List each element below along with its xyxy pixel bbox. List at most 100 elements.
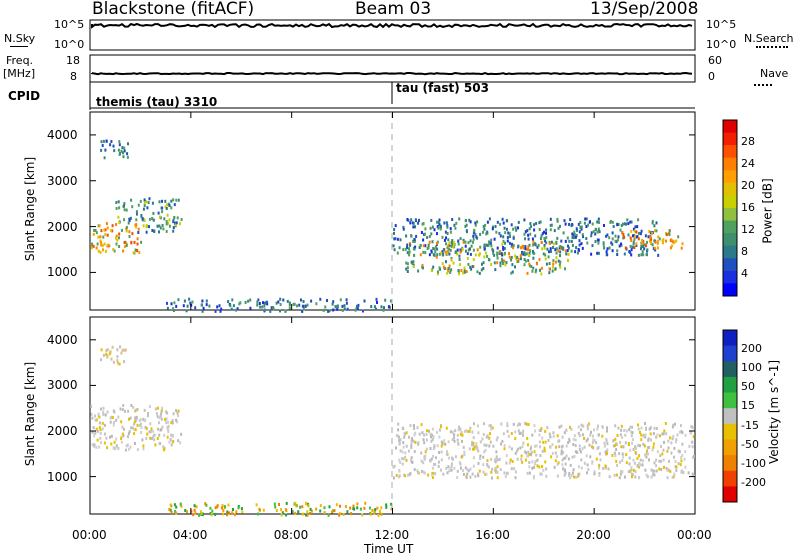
heatmap-cell: [576, 228, 578, 232]
heatmap-cell: [430, 218, 433, 222]
heatmap-cell: [535, 453, 538, 457]
heatmap-cell: [100, 241, 103, 245]
heatmap-cell: [524, 451, 527, 455]
heatmap-cell: [621, 459, 624, 462]
heatmap-cell: [163, 433, 166, 437]
heatmap-cell: [291, 510, 294, 514]
heatmap-cell: [164, 418, 166, 422]
heatmap-cell: [405, 267, 408, 271]
heatmap-cell: [490, 263, 493, 266]
heatmap-cell: [496, 256, 499, 260]
heatmap-cell: [416, 426, 419, 430]
heatmap-cell: [479, 440, 482, 444]
heatmap-cell: [428, 429, 430, 433]
heatmap-cell: [581, 246, 584, 250]
heatmap-cell: [472, 258, 475, 262]
heatmap-cell: [121, 408, 124, 412]
heatmap-cell: [621, 452, 624, 456]
heatmap-cell: [680, 430, 683, 434]
heatmap-cell: [606, 448, 609, 452]
heatmap-cell: [421, 222, 424, 226]
power-colorbar-tick: 28: [741, 135, 755, 148]
heatmap-cell: [101, 144, 104, 147]
heatmap-cell: [496, 436, 499, 440]
heatmap-cell: [144, 425, 147, 429]
heatmap-cell: [422, 244, 425, 248]
heatmap-cell: [589, 455, 592, 459]
heatmap-cell: [223, 505, 226, 509]
heatmap-cell: [184, 509, 187, 512]
heatmap-cell: [431, 438, 434, 441]
heatmap-cell: [399, 461, 402, 464]
heatmap-cell: [277, 300, 280, 304]
heatmap-cell: [446, 232, 449, 235]
heatmap-cell: [375, 297, 378, 301]
heatmap-cell: [117, 415, 120, 419]
heatmap-cell: [546, 426, 549, 430]
heatmap-cell: [635, 230, 638, 234]
heatmap-cell: [152, 429, 155, 433]
heatmap-cell: [445, 452, 448, 456]
heatmap-cell: [542, 440, 545, 444]
heatmap-cell: [448, 252, 451, 256]
heatmap-cell: [531, 460, 534, 464]
heatmap-cell: [100, 243, 103, 247]
heatmap-cell: [479, 457, 482, 460]
heatmap-cell: [441, 250, 444, 254]
heatmap-cell: [235, 308, 238, 312]
heatmap-cell: [457, 269, 460, 273]
heatmap-cell: [94, 229, 97, 232]
heatmap-cell: [156, 437, 159, 440]
heatmap-cell: [561, 445, 563, 449]
heatmap-cell: [346, 307, 349, 311]
heatmap-cell: [115, 242, 118, 246]
heatmap-cell: [170, 302, 173, 306]
heatmap-cell: [510, 258, 513, 262]
heatmap-cell: [435, 255, 438, 259]
heatmap-cell: [532, 256, 535, 260]
heatmap-cell: [111, 416, 114, 419]
heatmap-cell: [103, 441, 106, 445]
heatmap-cell: [429, 432, 432, 436]
heatmap-cell: [585, 237, 588, 240]
heatmap-cell: [127, 221, 130, 225]
heatmap-cell: [541, 232, 544, 236]
power-colorbar: [722, 119, 738, 297]
heatmap-cell: [598, 221, 601, 224]
heatmap-cell: [431, 466, 434, 470]
heatmap-cell: [436, 232, 438, 236]
heatmap-cell: [530, 265, 533, 268]
heatmap-cell: [440, 440, 443, 444]
heatmap-cell: [161, 224, 164, 227]
heatmap-cell: [392, 244, 395, 248]
heatmap-cell: [668, 229, 671, 233]
heatmap-cell: [487, 465, 490, 469]
heatmap-cell: [133, 432, 136, 436]
heatmap-cell: [445, 236, 447, 240]
heatmap-cell: [691, 472, 694, 476]
heatmap-cell: [512, 422, 515, 426]
nsky-tick-low: 10^0: [54, 38, 85, 51]
heatmap-cell: [649, 432, 652, 436]
heatmap-cell: [145, 200, 148, 204]
heatmap-cell: [456, 469, 459, 473]
velocity-colorbar-frame: [722, 329, 738, 503]
heatmap-cell: [559, 260, 562, 264]
heatmap-cell: [170, 511, 173, 515]
heatmap-cell: [434, 463, 437, 466]
heatmap-cell: [448, 241, 451, 245]
heatmap-cell: [420, 423, 423, 427]
heatmap-cell: [473, 229, 476, 233]
heatmap-cell: [412, 225, 415, 229]
heatmap-cell: [567, 259, 569, 262]
heatmap-cell: [143, 204, 146, 208]
heatmap-cell: [489, 424, 492, 428]
heatmap-cell: [580, 428, 582, 432]
heatmap-cell: [279, 309, 281, 313]
heatmap-cell: [608, 475, 611, 479]
heatmap-cell: [564, 267, 566, 271]
heatmap-cell: [539, 237, 542, 241]
heatmap-cell: [121, 228, 123, 232]
heatmap-cell: [263, 304, 266, 308]
heatmap-cell: [631, 431, 634, 435]
